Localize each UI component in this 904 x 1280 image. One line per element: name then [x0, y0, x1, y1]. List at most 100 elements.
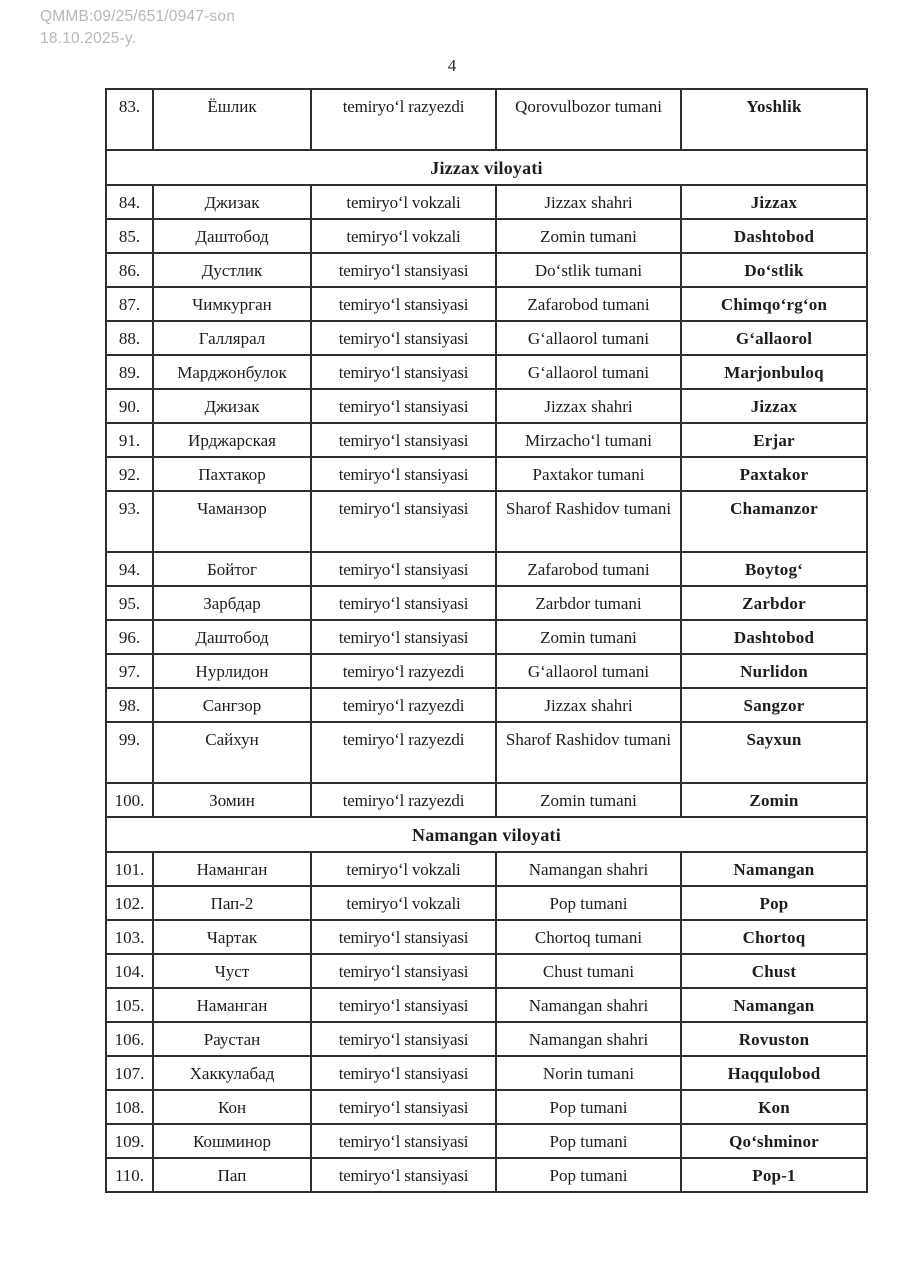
- facility-type-cell: temiryo‘l stansiyasi: [310, 953, 497, 989]
- station-name-cyrillic-cell: Наманган: [152, 987, 312, 1023]
- row-number-cell: 97.: [105, 653, 154, 689]
- station-row: 85. Даштобод temiryo‘l vokzali Zomin tumani…: [105, 218, 868, 254]
- station-row: 95. Зарбдар temiryo‘l stansiyasi Zarbdor tu…: [105, 585, 868, 621]
- station-name-latin-cell: Sayxun: [680, 721, 868, 784]
- location-cell: Zomin tumani: [495, 782, 682, 818]
- station-row: 93. Чаманзор temiryo‘l stansiyasi Sharof Ra…: [105, 490, 868, 553]
- station-name-cyrillic-cell: Чуст: [152, 953, 312, 989]
- station-name-cyrillic-cell: Зомин: [152, 782, 312, 818]
- station-name-cyrillic-cell: Зарбдар: [152, 585, 312, 621]
- location-cell: Pop tumani: [495, 1089, 682, 1125]
- station-name-latin-cell: Dashtobod: [680, 218, 868, 254]
- station-name-latin-cell: Chortoq: [680, 919, 868, 955]
- row-number-cell: 92.: [105, 456, 154, 492]
- station-row: 87. Чимкурган temiryo‘l stansiyasi Zafarobo…: [105, 286, 868, 322]
- station-name-latin-cell: Chust: [680, 953, 868, 989]
- row-number-cell: 86.: [105, 252, 154, 288]
- station-name-latin-cell: Pop: [680, 885, 868, 921]
- station-row: 84. Джизак temiryo‘l vokzali Jizzax shahri J…: [105, 184, 868, 220]
- facility-type-cell: temiryo‘l stansiyasi: [310, 551, 497, 587]
- station-row: 96. Даштобод temiryo‘l stansiyasi Zomin tum…: [105, 619, 868, 655]
- facility-type-cell: temiryo‘l stansiyasi: [310, 456, 497, 492]
- station-name-latin-cell: Zomin: [680, 782, 868, 818]
- location-cell: Namangan shahri: [495, 851, 682, 887]
- station-name-cyrillic-cell: Сайхун: [152, 721, 312, 784]
- station-name-latin-cell: Pop-1: [680, 1157, 868, 1193]
- facility-type-cell: temiryo‘l vokzali: [310, 218, 497, 254]
- region-section-row: Namangan viloyati: [105, 816, 868, 853]
- row-number-cell: 85.: [105, 218, 154, 254]
- station-name-cyrillic-cell: Кон: [152, 1089, 312, 1125]
- station-name-cyrillic-cell: Джизак: [152, 388, 312, 424]
- row-number-cell: 105.: [105, 987, 154, 1023]
- station-name-latin-cell: Kon: [680, 1089, 868, 1125]
- row-number-cell: 94.: [105, 551, 154, 587]
- location-cell: Zafarobod tumani: [495, 551, 682, 587]
- facility-type-cell: temiryo‘l vokzali: [310, 885, 497, 921]
- station-name-cyrillic-cell: Пахтакор: [152, 456, 312, 492]
- location-cell: G‘allaorol tumani: [495, 354, 682, 390]
- location-cell: Pop tumani: [495, 885, 682, 921]
- region-section-row: Jizzax viloyati: [105, 149, 868, 186]
- row-number-cell: 102.: [105, 885, 154, 921]
- row-number-cell: 88.: [105, 320, 154, 356]
- station-name-latin-cell: Chamanzor: [680, 490, 868, 553]
- facility-type-cell: temiryo‘l razyezdi: [310, 653, 497, 689]
- station-row: 97. Нурлидон temiryo‘l razyezdi G‘allaorol …: [105, 653, 868, 689]
- location-cell: G‘allaorol tumani: [495, 653, 682, 689]
- station-name-cyrillic-cell: Марджонбулок: [152, 354, 312, 390]
- region-section-label: Namangan viloyati: [105, 816, 868, 853]
- facility-type-cell: temiryo‘l razyezdi: [310, 721, 497, 784]
- row-number-cell: 87.: [105, 286, 154, 322]
- row-number-cell: 108.: [105, 1089, 154, 1125]
- station-row: 106. Раустан temiryo‘l stansiyasi Namangan …: [105, 1021, 868, 1057]
- facility-type-cell: temiryo‘l razyezdi: [310, 782, 497, 818]
- station-row: 102. Пап-2 temiryo‘l vokzali Pop tumani Pop: [105, 885, 868, 921]
- station-row: 100. Зомин temiryo‘l razyezdi Zomin tumani Z…: [105, 782, 868, 818]
- stations-table: 83. Ёшлик temiryo‘l razyezdi Qorovulbozor t…: [105, 88, 868, 1193]
- station-name-cyrillic-cell: Хаккулабад: [152, 1055, 312, 1091]
- station-row: 101. Наманган temiryo‘l vokzali Namangan sh…: [105, 851, 868, 887]
- region-section-label: Jizzax viloyati: [105, 149, 868, 186]
- facility-type-cell: temiryo‘l stansiyasi: [310, 252, 497, 288]
- facility-type-cell: temiryo‘l stansiyasi: [310, 320, 497, 356]
- station-name-cyrillic-cell: Бойтог: [152, 551, 312, 587]
- row-number-cell: 83.: [105, 88, 154, 151]
- location-cell: Sharof Rashidov tumani: [495, 721, 682, 784]
- station-name-latin-cell: G‘allaorol: [680, 320, 868, 356]
- location-cell: Jizzax shahri: [495, 687, 682, 723]
- row-number-cell: 104.: [105, 953, 154, 989]
- location-cell: Zomin tumani: [495, 619, 682, 655]
- row-number-cell: 110.: [105, 1157, 154, 1193]
- station-name-latin-cell: Chimqo‘rg‘on: [680, 286, 868, 322]
- station-row: 92. Пахтакор temiryo‘l stansiyasi Paxtakor …: [105, 456, 868, 492]
- station-row: 105. Наманган temiryo‘l stansiyasi Namangan…: [105, 987, 868, 1023]
- facility-type-cell: temiryo‘l stansiyasi: [310, 919, 497, 955]
- location-cell: Pop tumani: [495, 1157, 682, 1193]
- facility-type-cell: temiryo‘l stansiyasi: [310, 490, 497, 553]
- row-number-cell: 93.: [105, 490, 154, 553]
- facility-type-cell: temiryo‘l stansiyasi: [310, 388, 497, 424]
- station-name-cyrillic-cell: Нурлидон: [152, 653, 312, 689]
- station-row: 108. Кон temiryo‘l stansiyasi Pop tumani Kon: [105, 1089, 868, 1125]
- station-name-cyrillic-cell: Кошминор: [152, 1123, 312, 1159]
- location-cell: G‘allaorol tumani: [495, 320, 682, 356]
- station-name-cyrillic-cell: Джизак: [152, 184, 312, 220]
- station-name-latin-cell: Nurlidon: [680, 653, 868, 689]
- location-cell: Jizzax shahri: [495, 184, 682, 220]
- row-number-cell: 101.: [105, 851, 154, 887]
- station-row: 107. Хаккулабад temiryo‘l stansiyasi Norin …: [105, 1055, 868, 1091]
- station-row: 86. Дустлик temiryo‘l stansiyasi Do‘stlik t…: [105, 252, 868, 288]
- location-cell: Paxtakor tumani: [495, 456, 682, 492]
- station-name-cyrillic-cell: Галлярал: [152, 320, 312, 356]
- location-cell: Pop tumani: [495, 1123, 682, 1159]
- document-date: 18.10.2025-y.: [40, 30, 137, 47]
- location-cell: Do‘stlik tumani: [495, 252, 682, 288]
- station-name-latin-cell: Rovuston: [680, 1021, 868, 1057]
- location-cell: Norin tumani: [495, 1055, 682, 1091]
- station-name-latin-cell: Namangan: [680, 851, 868, 887]
- station-row: 99. Сайхун temiryo‘l razyezdi Sharof Rashid…: [105, 721, 868, 784]
- row-number-cell: 96.: [105, 619, 154, 655]
- location-cell: Zomin tumani: [495, 218, 682, 254]
